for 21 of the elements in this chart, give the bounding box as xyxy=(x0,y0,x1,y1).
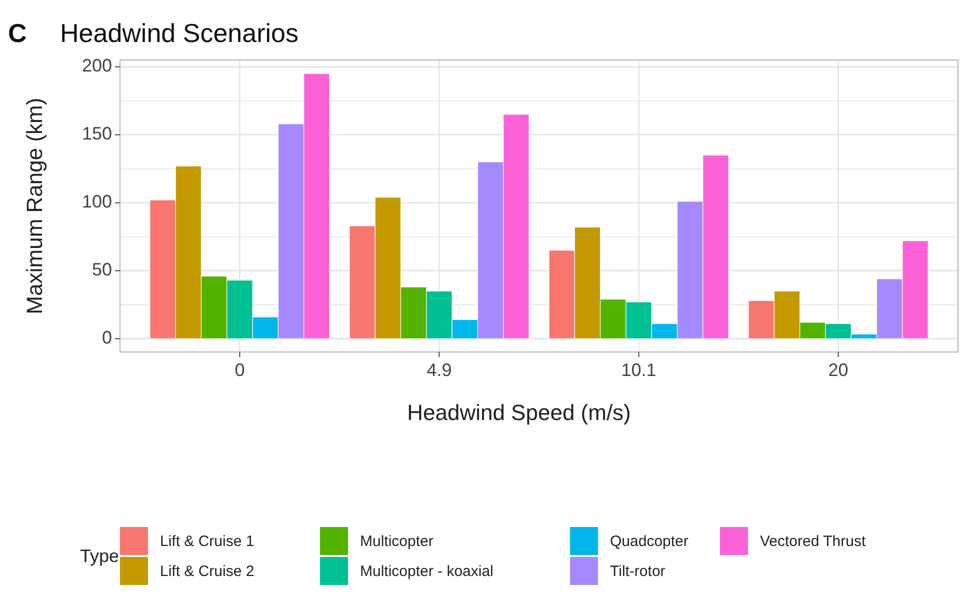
legend-label: Multicopter xyxy=(360,532,434,550)
chart-title: Headwind Scenarios xyxy=(60,18,298,48)
y-tick-label: 200 xyxy=(82,56,112,76)
x-tick-label: 20 xyxy=(828,360,848,380)
y-tick-label: 0 xyxy=(102,327,112,348)
y-tick-label: 50 xyxy=(92,259,112,280)
legend-title: Type xyxy=(80,546,120,566)
legend-label: Lift & Cruise 1 xyxy=(160,532,254,550)
y-tick-label: 150 xyxy=(82,124,112,144)
y-axis-title: Maximum Range (km) xyxy=(22,98,47,314)
x-tick-label: 10.1 xyxy=(621,360,656,380)
x-tick-label: 0 xyxy=(234,360,245,380)
x-axis-title: Headwind Speed (m/s) xyxy=(407,400,631,425)
text: C xyxy=(8,18,27,48)
y-tick-label: 100 xyxy=(82,191,112,212)
legend-label: Multicopter - koaxial xyxy=(360,562,494,580)
x-tick-label: 4.9 xyxy=(426,360,452,380)
legend-label: Quadcopter xyxy=(610,532,688,550)
legend-label: Lift & Cruise 2 xyxy=(160,562,254,580)
legend-label: Tilt-rotor xyxy=(610,562,666,580)
legend-label: Vectored Thrust xyxy=(760,532,866,550)
